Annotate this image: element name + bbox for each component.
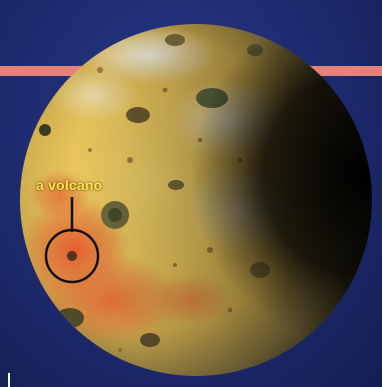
volcano-marker-circle [44,228,100,284]
volcano-label: a volcano [36,177,103,193]
corner-tick-mark [8,373,10,387]
volcano-vent [67,251,77,261]
